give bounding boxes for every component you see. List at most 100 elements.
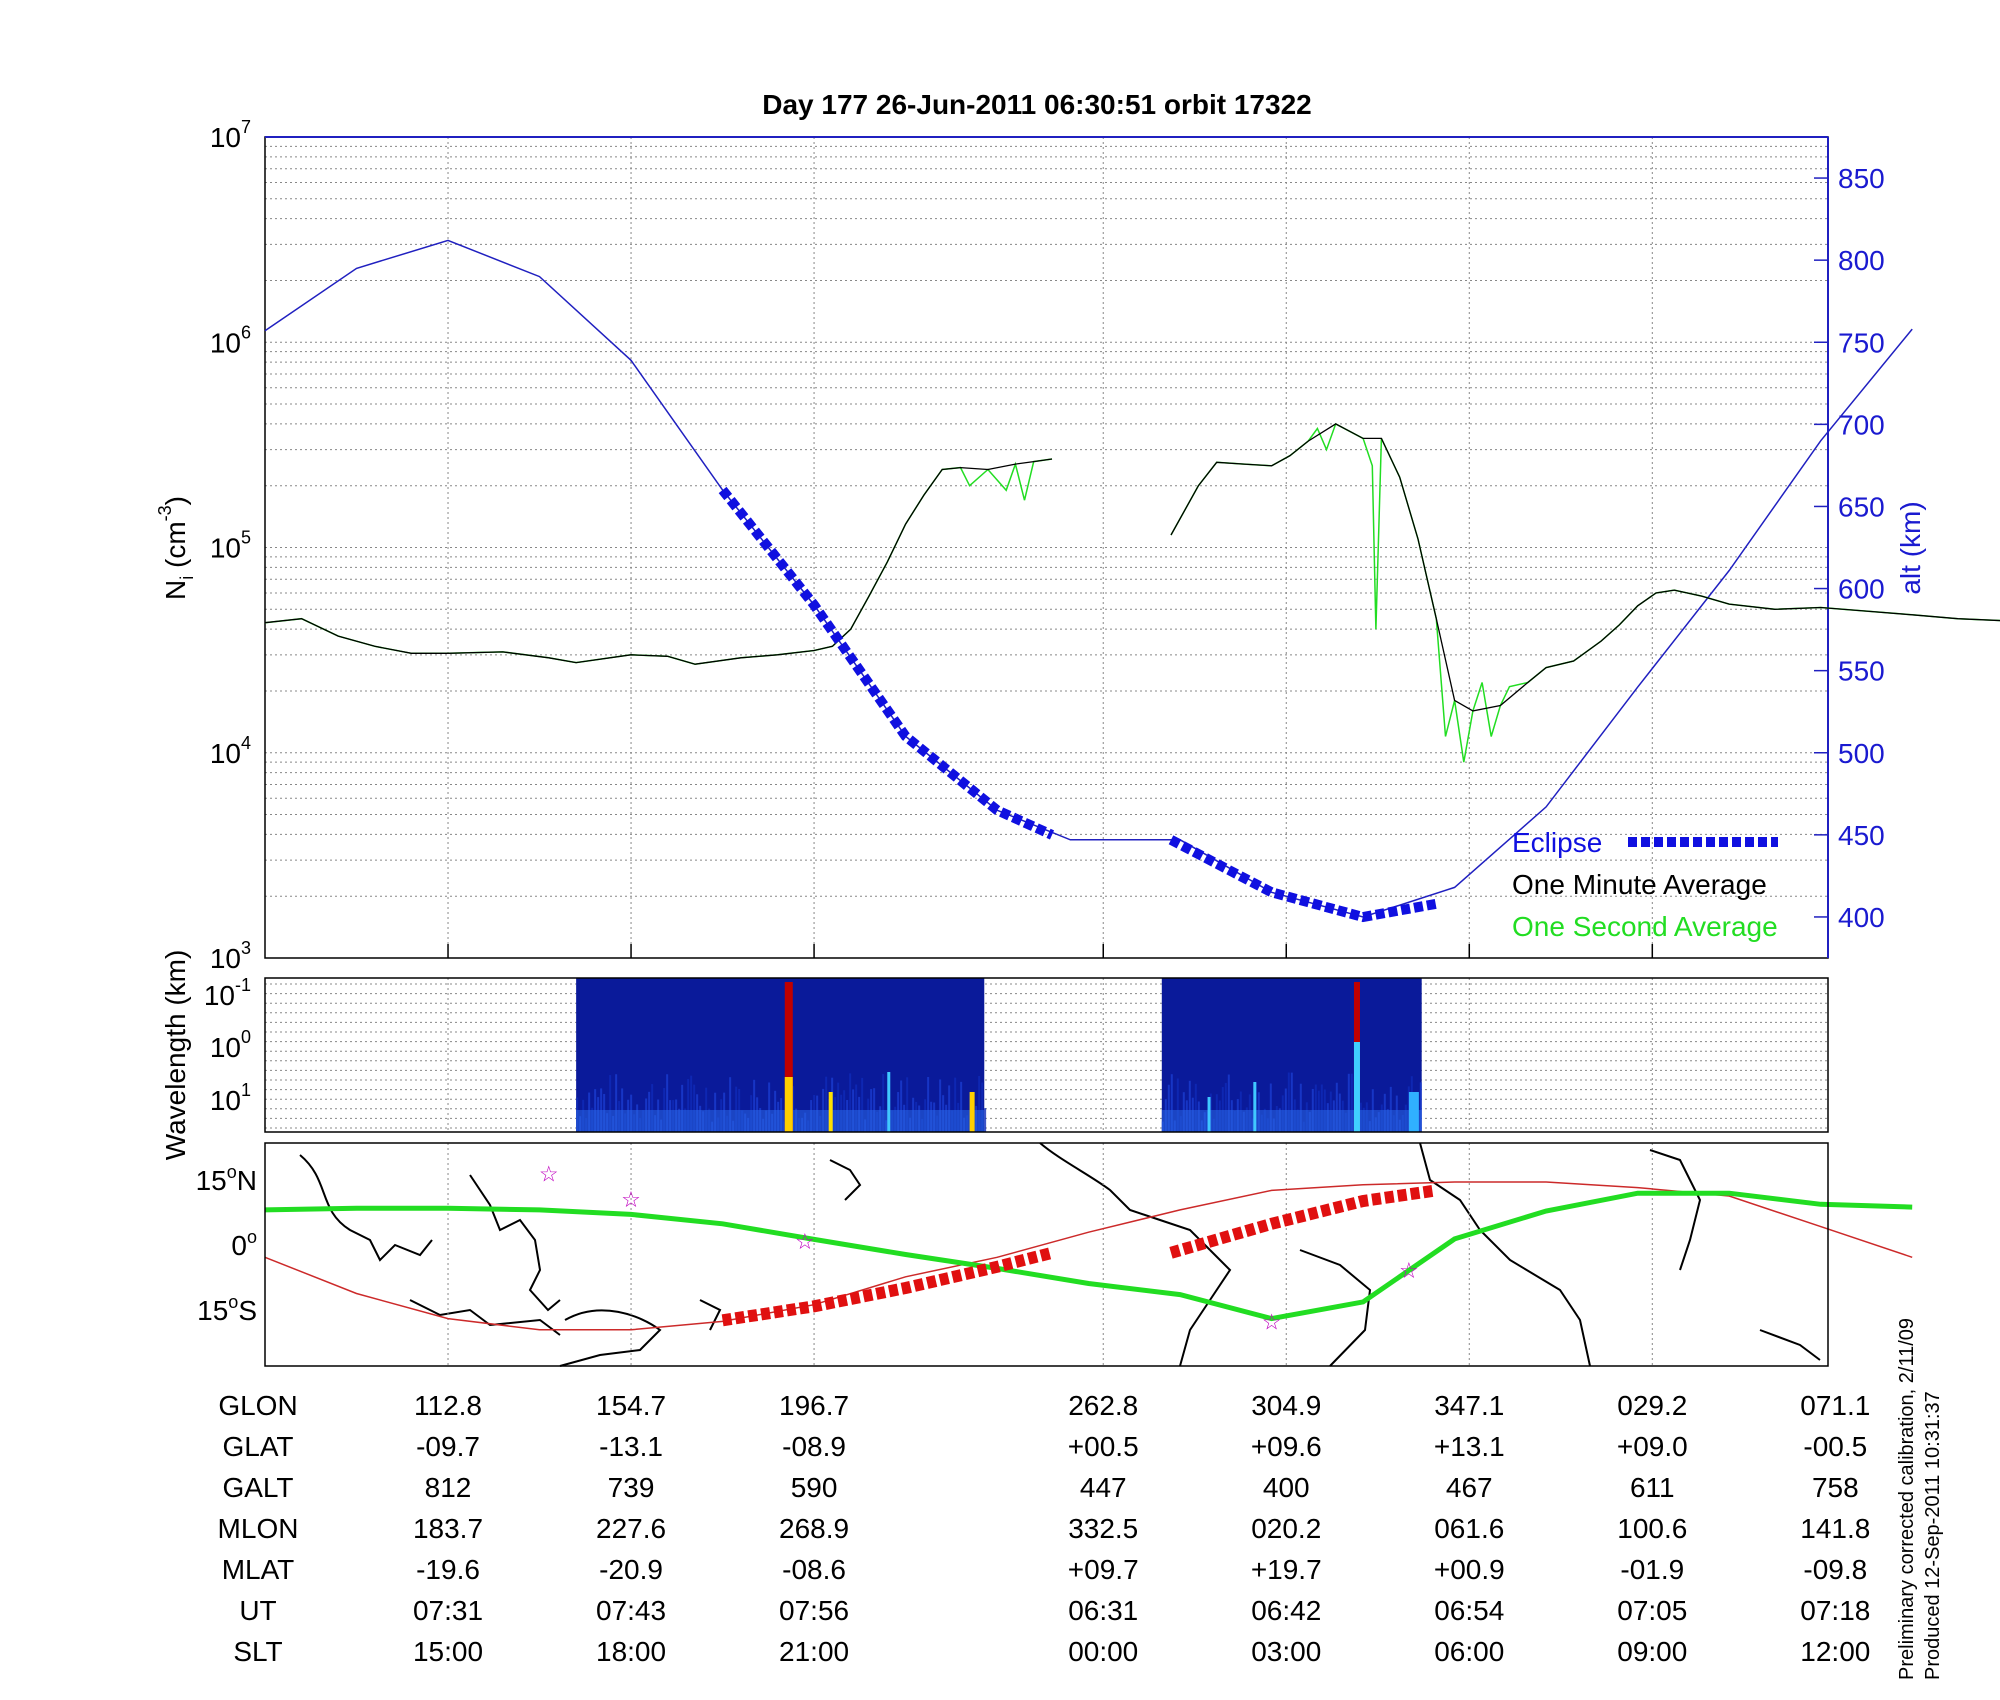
legend-label: Eclipse xyxy=(1512,827,1602,858)
table-cell: 07:43 xyxy=(596,1595,666,1626)
spectrogram-texture xyxy=(948,1085,951,1132)
table-cell: 141.8 xyxy=(1800,1513,1870,1544)
density-panel: 1031041051061074004505005506006507007508… xyxy=(155,117,2000,974)
table-cell: +09.0 xyxy=(1617,1431,1688,1462)
table-row-label: GALT xyxy=(222,1472,293,1503)
degree-symbol: o xyxy=(227,1162,237,1182)
spectrogram-tick-label: 100 xyxy=(210,1027,251,1063)
ephemeris-table: GLON GLAT GALT MLON MLAT UT SLT 112.8 -09.7 812 18… xyxy=(218,1390,1871,1667)
spectrogram-texture xyxy=(954,1077,957,1132)
star-marker-icon: ☆ xyxy=(1262,1310,1282,1335)
table-cell: 06:54 xyxy=(1434,1595,1504,1626)
table-cell: 467 xyxy=(1446,1472,1493,1503)
table-cell: -13.1 xyxy=(599,1431,663,1462)
y-tick-label: 104 xyxy=(210,733,251,769)
spectrogram-texture xyxy=(837,1082,840,1132)
eclipse-series xyxy=(718,486,1055,840)
table-row-label: MLON xyxy=(218,1513,299,1544)
spectrogram-texture xyxy=(1194,1083,1197,1132)
table-cell: 347.1 xyxy=(1434,1390,1504,1421)
right-axis-tick-label: 500 xyxy=(1838,738,1885,769)
spectrogram-texture xyxy=(690,1075,693,1132)
table-row-label: MLAT xyxy=(222,1554,295,1585)
table-cell: 00:00 xyxy=(1068,1636,1138,1667)
table-cell: 183.7 xyxy=(413,1513,483,1544)
latitude-degrees: 15 xyxy=(197,1295,228,1326)
table-cell: -00.5 xyxy=(1803,1431,1867,1462)
table-cell: 07:18 xyxy=(1800,1595,1870,1626)
spectrogram-texture xyxy=(1389,1086,1392,1132)
table-cell: 09:00 xyxy=(1617,1636,1687,1667)
table-cell: 12:00 xyxy=(1800,1636,1870,1667)
table-cell: 611 xyxy=(1630,1472,1675,1503)
right-axis-tick-label: 850 xyxy=(1838,163,1885,194)
spectrogram-texture xyxy=(1335,1082,1338,1132)
latitude-tick-label: 15oN xyxy=(196,1162,257,1196)
altitude-series xyxy=(264,239,1913,918)
table-cell: -19.6 xyxy=(416,1554,480,1585)
tick-exponent: 6 xyxy=(241,322,251,342)
table-cell: 332.5 xyxy=(1068,1513,1138,1544)
label-close: ) xyxy=(160,496,191,505)
tick-base: 10 xyxy=(210,327,241,358)
coastline xyxy=(699,1299,722,1331)
spectrogram-texture xyxy=(861,1077,864,1132)
legend-label: One Second Average xyxy=(1512,911,1778,942)
right-axis-tick-label: 700 xyxy=(1838,409,1885,440)
spectrogram-hotspot xyxy=(1353,1042,1360,1132)
latitude-tick-label: 0o xyxy=(231,1227,257,1261)
hemisphere-letter: N xyxy=(237,1165,257,1196)
table-cell: +09.7 xyxy=(1068,1554,1139,1585)
legend-label: One Minute Average xyxy=(1512,869,1767,900)
spectrogram-texture xyxy=(735,1086,738,1132)
coastline xyxy=(299,1154,433,1262)
spectrogram-hotspot xyxy=(1207,1097,1211,1132)
label-base: N xyxy=(160,580,191,600)
table-cell: 154.7 xyxy=(596,1390,666,1421)
table-cell: +13.1 xyxy=(1434,1431,1505,1462)
table-cell: 18:00 xyxy=(596,1636,666,1667)
star-marker-icon: ☆ xyxy=(795,1230,815,1255)
label-exponent: -3 xyxy=(155,505,175,521)
spectrogram-texture xyxy=(1170,1074,1173,1132)
ground-track-line xyxy=(264,1190,1913,1322)
table-cell: 447 xyxy=(1080,1472,1127,1503)
one-minute-series xyxy=(264,458,1053,665)
latitude-degrees: 0 xyxy=(231,1230,247,1261)
spectrogram-texture xyxy=(1299,1083,1302,1132)
table-cell: 21:00 xyxy=(779,1636,849,1667)
spectrogram-texture xyxy=(939,1079,942,1132)
table-cell: 15:00 xyxy=(413,1636,483,1667)
y-axis-label: Ni (cm-3) xyxy=(155,496,197,600)
spectrogram-texture xyxy=(906,1077,909,1132)
tick-exponent: 5 xyxy=(241,528,251,548)
right-axis-tick-label: 650 xyxy=(1838,491,1885,522)
produced-note: Produced 12-Sep-2011 10:31:37 xyxy=(1922,1391,1944,1680)
spectrogram-texture xyxy=(729,1077,732,1132)
tick-exponent: 0 xyxy=(241,1027,251,1047)
table-row-label: UT xyxy=(239,1595,276,1626)
table-cell: -09.8 xyxy=(1803,1554,1867,1585)
tick-exponent: 1 xyxy=(241,1080,251,1100)
table-cell: 739 xyxy=(608,1472,655,1503)
coastline xyxy=(469,1174,561,1312)
degree-symbol: o xyxy=(247,1227,257,1247)
calibration-notes: Preliminary corrected calibration, 2/11/… xyxy=(1896,1318,1944,1680)
spectrogram-tick-label: 10-1 xyxy=(204,975,251,1011)
spectrogram-texture xyxy=(1176,1078,1179,1132)
spectrogram-hotspot xyxy=(969,1092,975,1132)
table-row-label: SLT xyxy=(233,1636,282,1667)
spectrogram-texture xyxy=(1314,1084,1317,1132)
right-axis-label: alt (km) xyxy=(1895,501,1926,594)
spectrogram-texture xyxy=(615,1074,618,1132)
spectrogram-texture xyxy=(1167,1084,1170,1132)
spectrogram-tick-label: 101 xyxy=(210,1080,251,1116)
coastline xyxy=(1299,1249,1372,1367)
table-cell: 029.2 xyxy=(1617,1390,1687,1421)
spectrogram-texture xyxy=(825,1076,828,1132)
spectrogram-texture xyxy=(1287,1072,1290,1132)
table-cell: 100.6 xyxy=(1617,1513,1687,1544)
table-cell: 03:00 xyxy=(1251,1636,1321,1667)
table-cell: +19.7 xyxy=(1251,1554,1322,1585)
table-cell: +00.5 xyxy=(1068,1431,1139,1462)
